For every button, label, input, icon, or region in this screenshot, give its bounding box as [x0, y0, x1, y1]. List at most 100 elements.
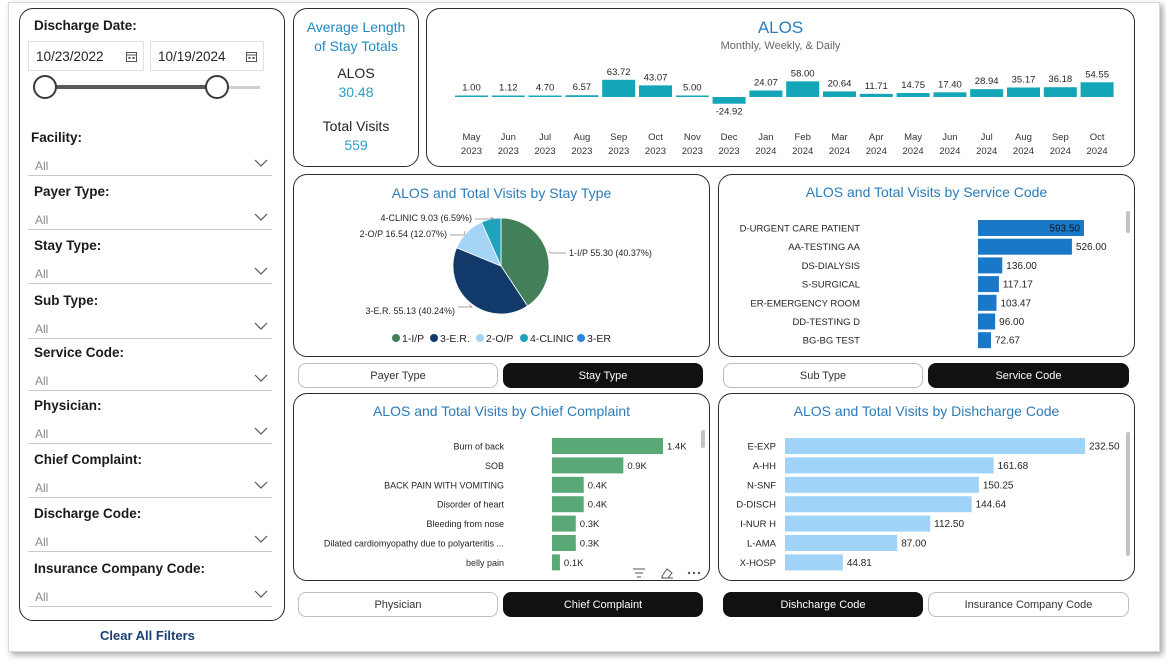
chevron-down-icon	[254, 322, 268, 330]
alos-label: ALOS	[337, 65, 375, 81]
facility-dropdown[interactable]: All	[28, 153, 272, 176]
date-slider-start-handle[interactable]	[33, 75, 57, 99]
more-options-icon[interactable]	[687, 567, 701, 579]
bar-value-label: 72.67	[995, 336, 1020, 347]
total-visits-label: Total Visits	[322, 118, 390, 134]
bar-value-label: 144.64	[976, 500, 1007, 511]
alos-x-tick-month: Feb	[795, 132, 811, 143]
date-slider-range[interactable]	[46, 85, 218, 89]
insurance-code-dropdown[interactable]: All	[28, 584, 272, 607]
category-label: Dilated cardiomyopathy due to polyarteri…	[324, 539, 504, 549]
pie-leader-line	[475, 216, 496, 220]
calendar-icon[interactable]	[126, 51, 137, 62]
alos-monthly-chart: 1.00 May 2023 1.12 Jun 2023 4.70 Jul 2023 6.57 Aug…	[455, 67, 1114, 157]
pie-data-label: 1-I/P 55.30 (40.37%)	[569, 248, 652, 258]
alos-bar-label: 63.72	[607, 67, 631, 78]
alos-x-tick-year: 2023	[461, 146, 482, 157]
discharge-date-label: Discharge Date:	[34, 18, 137, 33]
alos-bar-label: 1.12	[499, 83, 518, 94]
sub-type-toggle[interactable]: Sub Type	[723, 363, 923, 388]
legend-label: 2-O/P	[486, 333, 513, 345]
alos-bar-label: -24.92	[716, 107, 743, 118]
alos-bar-label: 20.64	[828, 78, 852, 89]
category-label: D-DISCH	[736, 500, 776, 511]
service-code-toggle[interactable]: Service Code	[928, 363, 1129, 388]
alos-x-tick-year: 2023	[535, 146, 556, 157]
discharge-code-toggle[interactable]: Dishcharge Code	[723, 592, 923, 617]
category-label: D-URGENT CARE PATIENT	[740, 224, 861, 235]
alos-x-tick-month: Sep	[610, 132, 627, 143]
filter-icon[interactable]	[632, 567, 646, 579]
insurance-code-label: Insurance Company Code:	[34, 561, 206, 576]
alos-x-tick-year: 2023	[719, 146, 740, 157]
legend-marker	[476, 334, 484, 342]
pie-leader-line	[450, 231, 466, 236]
alos-bar-label: 5.00	[683, 83, 702, 94]
chevron-down-icon	[254, 481, 268, 489]
bar	[785, 554, 843, 571]
bar-value-label: 161.68	[998, 461, 1029, 472]
payer-type-toggle[interactable]: Payer Type	[298, 363, 498, 388]
payer-type-value: All	[35, 213, 49, 227]
date-slider-end-handle[interactable]	[205, 75, 229, 99]
alos-x-tick-year: 2023	[571, 146, 592, 157]
bar	[978, 257, 1003, 274]
bar-value-label: 0.3K	[580, 539, 600, 550]
total-visits-value: 559	[344, 137, 368, 153]
category-label: SOB	[485, 461, 504, 471]
bar	[978, 332, 991, 349]
pie-data-label: 4-CLINIC 9.03 (6.59%)	[380, 213, 472, 223]
alos-x-tick-year: 2023	[682, 146, 703, 157]
stay-type-card: ALOS and Total Visits by Stay Type 1-I/P…	[293, 174, 710, 357]
calendar-icon[interactable]	[246, 51, 257, 62]
date-start-input[interactable]: 10/23/2022	[28, 41, 144, 71]
pie-slice	[452, 247, 529, 315]
alos-bar	[455, 95, 488, 97]
alos-bar-label: 24.07	[754, 78, 778, 89]
pie-data-label: 2-O/P 16.54 (12.07%)	[360, 229, 447, 239]
bar	[978, 276, 999, 293]
category-label: Burn of back	[453, 442, 504, 452]
payer-type-dropdown[interactable]: All	[28, 207, 272, 230]
stay-type-dropdown[interactable]: All	[28, 261, 272, 284]
chief-complaint-toggle[interactable]: Chief Complaint	[503, 592, 703, 617]
legend-marker	[577, 334, 585, 342]
chief-complaint-dropdown[interactable]: All	[28, 475, 272, 498]
alos-bar	[970, 89, 1004, 97]
discharge-code-dropdown[interactable]: All	[28, 529, 272, 552]
alos-x-tick-month: Jun	[942, 132, 957, 143]
category-label: Bleeding from nose	[426, 519, 504, 529]
stay-type-pie-chart: 1-I/P 55.30 (40.37%) 3-E.R. 55.13 (40.24%…	[360, 213, 652, 345]
alos-bar	[749, 90, 783, 97]
service-code-dropdown[interactable]: All	[28, 368, 272, 391]
alos-x-tick-year: 2024	[903, 146, 924, 157]
bar-value-label: 44.81	[847, 558, 872, 569]
alos-bar	[786, 81, 820, 97]
alos-x-tick-month: Dec	[721, 132, 738, 143]
bar-value-label: 0.4K	[588, 500, 608, 511]
physician-dropdown[interactable]: All	[28, 421, 272, 444]
eraser-icon[interactable]	[660, 567, 674, 579]
insurance-code-toggle[interactable]: Insurance Company Code	[928, 592, 1129, 617]
alos-bar	[712, 97, 746, 104]
bar	[552, 515, 576, 532]
legend-label: 4-CLINIC	[530, 333, 574, 345]
bar-value-label: 117.17	[1003, 280, 1033, 291]
bar-value-label: 87.00	[901, 539, 926, 550]
chevron-down-icon	[254, 213, 268, 221]
bar	[552, 476, 584, 493]
alos-bar	[823, 91, 856, 97]
discharge-code-scrollbar[interactable]	[1126, 432, 1130, 556]
date-end-input[interactable]: 10/19/2024	[150, 41, 264, 71]
bar	[552, 496, 584, 513]
service-code-scrollbar[interactable]	[1126, 211, 1130, 233]
category-label: I-NUR H	[740, 519, 776, 530]
clear-all-filters-button[interactable]: Clear All Filters	[100, 628, 195, 643]
physician-toggle[interactable]: Physician	[298, 592, 498, 617]
stay-type-toggle[interactable]: Stay Type	[503, 363, 703, 388]
sub-type-dropdown[interactable]: All	[28, 316, 272, 339]
facility-value: All	[35, 159, 49, 173]
alos-x-tick-month: Sep	[1052, 132, 1069, 143]
chief-complaint-scrollbar[interactable]	[701, 430, 705, 448]
alos-bar-label: 1.00	[462, 83, 481, 94]
